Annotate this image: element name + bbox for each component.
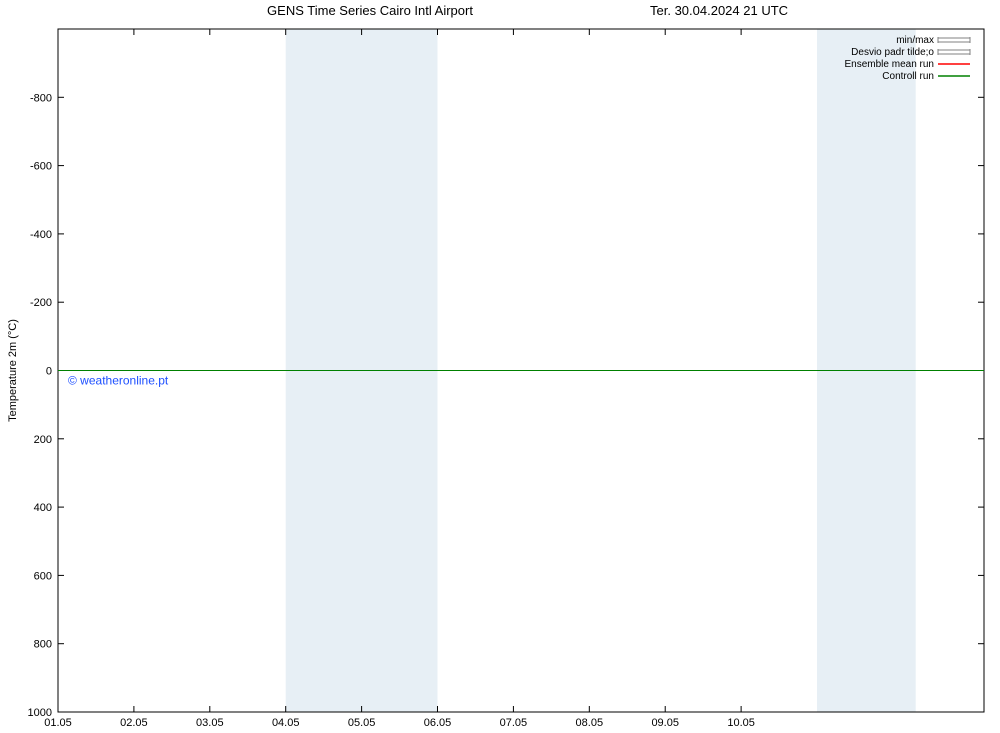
x-tick-label: 02.05 — [120, 717, 148, 729]
x-tick-label: 08.05 — [576, 717, 604, 729]
y-tick-label: -800 — [30, 92, 52, 104]
y-tick-label: 600 — [34, 570, 52, 582]
x-tick-label: 03.05 — [196, 717, 224, 729]
x-tick-label: 06.05 — [424, 717, 452, 729]
y-tick-label: 0 — [46, 366, 52, 378]
chart-svg: -800-600-400-2000200400600800100001.0502… — [0, 0, 1000, 733]
chart-title-left: GENS Time Series Cairo Intl Airport — [267, 3, 473, 18]
watermark: © weatheronline.pt — [68, 374, 169, 388]
x-tick-label: 05.05 — [348, 717, 376, 729]
y-tick-label: 200 — [34, 434, 52, 446]
x-tick-label: 04.05 — [272, 717, 300, 729]
x-tick-label: 01.05 — [44, 717, 72, 729]
y-tick-label: -600 — [30, 161, 52, 173]
y-tick-label: 400 — [34, 502, 52, 514]
legend-label: Controll run — [882, 71, 934, 82]
chart-container: -800-600-400-2000200400600800100001.0502… — [0, 0, 1000, 733]
legend-label: Ensemble mean run — [845, 59, 935, 70]
chart-title-right: Ter. 30.04.2024 21 UTC — [650, 3, 788, 18]
y-tick-label: 800 — [34, 639, 52, 651]
legend-label: min/max — [896, 35, 934, 46]
y-tick-label: -400 — [30, 229, 52, 241]
y-axis-label: Temperature 2m (°C) — [7, 319, 19, 422]
x-tick-label: 07.05 — [500, 717, 528, 729]
y-tick-label: -200 — [30, 297, 52, 309]
legend-label: Desvio padr tilde;o — [851, 47, 934, 58]
x-tick-label: 09.05 — [651, 717, 679, 729]
x-tick-label: 10.05 — [727, 717, 755, 729]
